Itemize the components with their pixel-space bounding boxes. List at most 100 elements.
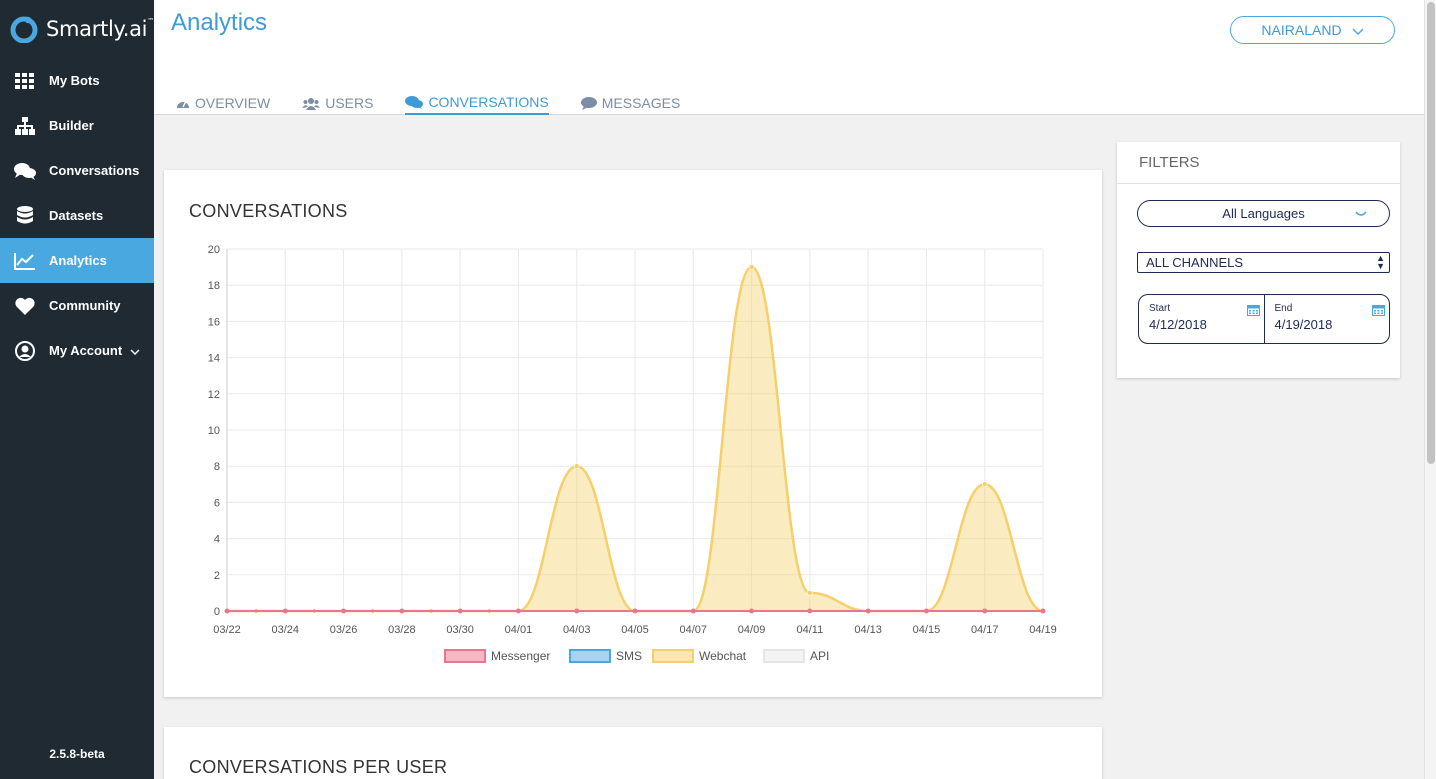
messenger-point xyxy=(923,608,929,614)
webchat-point xyxy=(748,264,755,270)
chevron-down-icon xyxy=(1352,22,1364,38)
legend-label: API xyxy=(810,649,829,663)
header: Analytics NAIRALAND OVERVIEW USERS CONVE… xyxy=(154,0,1424,115)
sidebar-item-label: Builder xyxy=(49,118,94,133)
x-tick-label: 04/05 xyxy=(621,624,649,636)
sidebar-item-label: Conversations xyxy=(49,163,140,178)
messenger-point xyxy=(632,608,638,614)
speech-bubble-icon xyxy=(580,96,597,110)
messenger-point xyxy=(807,608,813,614)
x-tick-label: 03/30 xyxy=(446,624,474,636)
messenger-point xyxy=(341,608,347,614)
legend-label: Webchat xyxy=(699,649,747,663)
sidebar-item-label: My Account xyxy=(49,343,123,358)
conversations-chart-card: CONVERSATIONS 0 2 4 6 8 10 12 14 16 18 20 03/22 03/2… xyxy=(164,170,1102,697)
page-scrollbar[interactable] xyxy=(1424,0,1436,779)
grid-icon xyxy=(14,71,36,91)
messenger-point xyxy=(1040,608,1046,614)
end-date-label: End xyxy=(1274,303,1293,314)
users-icon xyxy=(302,97,321,110)
chevron-down-icon xyxy=(130,343,140,358)
x-tick-label: 04/03 xyxy=(563,624,591,636)
y-tick-label: 2 xyxy=(214,570,220,582)
webchat-point xyxy=(573,463,580,470)
sidebar-item-datasets[interactable]: Datasets xyxy=(0,193,154,238)
start-date-label: Start xyxy=(1149,303,1171,314)
sidebar-item-community[interactable]: Community xyxy=(0,283,154,328)
user-circle-icon xyxy=(14,340,36,361)
x-tick-label: 04/01 xyxy=(505,624,533,636)
tab-conversations[interactable]: CONVERSATIONS xyxy=(405,94,549,115)
sidebar-item-label: Analytics xyxy=(49,253,107,268)
y-tick-label: 10 xyxy=(208,425,220,437)
x-tick-label: 04/13 xyxy=(854,624,882,636)
x-tick-label: 04/19 xyxy=(1029,624,1057,636)
tab-users[interactable]: USERS xyxy=(302,94,373,115)
line-chart-icon xyxy=(14,251,36,271)
y-tick-label: 6 xyxy=(214,497,220,509)
legend-swatch xyxy=(763,649,805,663)
y-tick-label: 16 xyxy=(208,316,220,328)
sidebar-item-my-account[interactable]: My Account xyxy=(0,328,154,373)
legend-swatch xyxy=(444,649,486,663)
channel-value: ALL CHANNELS xyxy=(1146,255,1244,270)
start-date-field[interactable]: Start 4/12/2018 xyxy=(1139,295,1264,343)
sidebar-item-builder[interactable]: Builder xyxy=(0,103,154,148)
y-tick-label: 12 xyxy=(208,389,220,401)
bot-selector[interactable]: NAIRALAND xyxy=(1230,16,1395,44)
sidebar-nav: My Bots Builder Conversations Datasets A… xyxy=(0,58,154,373)
dashboard-icon xyxy=(176,97,190,109)
brand-name: Smartly.ai™ xyxy=(46,17,154,41)
calendar-icon[interactable] xyxy=(1246,303,1260,321)
sidebar-item-label: My Bots xyxy=(49,73,100,88)
conversations-per-user-card: CONVERSATIONS PER USER xyxy=(164,727,1102,779)
x-tick-label: 03/24 xyxy=(272,624,300,636)
database-icon xyxy=(14,205,36,226)
legend-swatch xyxy=(652,649,694,663)
y-tick-label: 0 xyxy=(214,606,220,618)
tab-label: MESSAGES xyxy=(601,95,681,111)
sidebar-item-my-bots[interactable]: My Bots xyxy=(0,58,154,103)
messenger-point xyxy=(690,608,696,614)
sidebar-item-analytics[interactable]: Analytics xyxy=(0,238,154,283)
sidebar-item-label: Community xyxy=(49,298,121,313)
messenger-point xyxy=(574,608,580,614)
sitemap-icon xyxy=(14,116,36,136)
channel-select[interactable]: ALL CHANNELS ▲ ▼ xyxy=(1137,252,1390,273)
legend-swatch xyxy=(569,649,611,663)
end-date-field[interactable]: End 4/19/2018 xyxy=(1263,295,1390,343)
end-date-value: 4/19/2018 xyxy=(1274,317,1333,332)
card-title: CONVERSATIONS PER USER xyxy=(189,757,448,777)
tab-label: USERS xyxy=(325,95,374,111)
conversations-chart: 0 2 4 6 8 10 12 14 16 18 20 03/22 03/24 03/26 03/28 03/… xyxy=(208,244,1057,663)
x-tick-label: 04/09 xyxy=(738,624,766,636)
y-tick-label: 4 xyxy=(214,534,220,546)
sidebar-item-label: Datasets xyxy=(49,208,104,223)
x-tick-label: 04/17 xyxy=(971,624,999,636)
x-tick-label: 03/22 xyxy=(213,624,241,636)
analytics-tabs: OVERVIEW USERS CONVERSATIONS MESSAGES xyxy=(176,94,712,115)
messenger-point xyxy=(515,608,521,614)
x-tick-label: 03/28 xyxy=(388,624,416,636)
y-tick-label: 8 xyxy=(214,461,220,473)
tab-overview[interactable]: OVERVIEW xyxy=(176,94,270,115)
scrollbar-thumb[interactable] xyxy=(1427,2,1435,464)
chart-title: CONVERSATIONS xyxy=(189,201,348,221)
calendar-icon[interactable] xyxy=(1372,303,1385,321)
language-select[interactable]: All Languages xyxy=(1137,200,1390,227)
messenger-point xyxy=(399,608,405,614)
heart-icon xyxy=(14,296,36,316)
legend-label: SMS xyxy=(616,649,642,663)
sidebar-item-conversations[interactable]: Conversations xyxy=(0,148,154,193)
brand-logo[interactable]: Smartly.ai™ xyxy=(10,12,154,46)
messenger-point xyxy=(865,608,871,614)
x-tick-label: 04/15 xyxy=(913,624,941,636)
tab-messages[interactable]: MESSAGES xyxy=(580,94,681,115)
chat-bubbles-icon xyxy=(14,161,36,181)
messenger-point xyxy=(457,608,463,614)
webchat-area xyxy=(227,267,1043,611)
messenger-point xyxy=(749,608,755,614)
page-title: Analytics xyxy=(171,9,268,36)
y-tick-label: 20 xyxy=(208,244,220,256)
bot-selector-value: NAIRALAND xyxy=(1261,22,1342,38)
